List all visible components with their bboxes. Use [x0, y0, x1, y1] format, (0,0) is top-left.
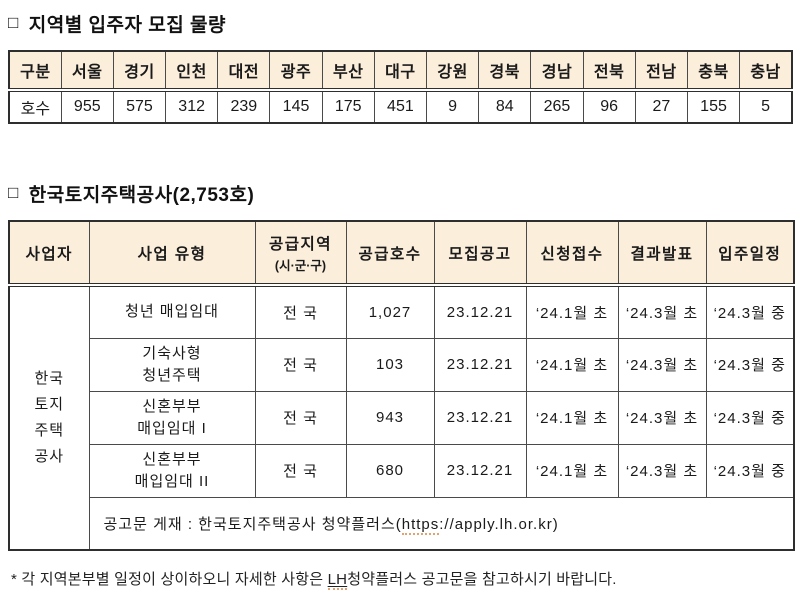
lh-row1-region: 전 국 [254, 284, 347, 339]
lh-notice-row: 공고문 게재 : 한국토지주택공사 청약플러스(https://apply.lh… [9, 496, 795, 551]
regional-value-incheon: 312 [165, 89, 219, 124]
lh-row2-notice: 23.12.21 [433, 337, 527, 392]
lh-row2-movein: ‘24.3월 중 [705, 337, 795, 392]
square-bullet-icon: □ [8, 12, 19, 32]
regional-header-busan: 부산 [321, 50, 375, 92]
regional-value-busan: 175 [321, 89, 375, 124]
regional-header-jeonnam: 전남 [634, 50, 688, 92]
regional-header-row: 구분 서울 경기 인천 대전 광주 부산 대구 강원 경북 경남 전북 전남 충… [8, 50, 793, 92]
regional-header-gyeongnam: 경남 [530, 50, 584, 92]
lh-row1-units: 1,027 [345, 284, 435, 339]
lh-notice-url-scheme: https [401, 515, 440, 535]
lh-header-movein: 입주일정 [705, 220, 795, 287]
lh-header-apply: 신청접수 [525, 220, 619, 287]
lh-row1-type: 청년 매입임대 [88, 284, 256, 339]
regional-header-gyeonggi: 경기 [112, 50, 167, 92]
lh-row3-movein: ‘24.3월 중 [705, 390, 795, 445]
lh-header-supply-region-line1: 공급지역 [268, 235, 333, 253]
regional-header-seoul: 서울 [60, 50, 114, 92]
lh-header-row: 사업자 사업 유형 공급지역 (시·군·구) 공급호수 모집공고 신청접수 결과… [8, 220, 795, 287]
lh-header-supply-region: 공급지역 (시·군·구) [254, 220, 347, 287]
lh-header-biz-type: 사업 유형 [88, 220, 256, 287]
regional-value-gwangju: 145 [269, 89, 323, 124]
regional-header-chungbuk: 충북 [686, 50, 741, 92]
regional-value-gyeongnam: 265 [530, 89, 584, 124]
footnote-suffix: 청약플러스 공고문을 참고하시기 바랍니다. [347, 571, 617, 588]
footnote: * 각 지역본부별 일정이 상이하오니 자세한 사항은 LH청약플러스 공고문을… [8, 568, 793, 590]
lh-row4-region: 전 국 [254, 443, 347, 498]
section-title-lh: □ 한국토지주택공사(2,753호) [8, 180, 793, 207]
lh-row2-result: ‘24.3월 초 [617, 337, 707, 392]
lh-row4-notice: 23.12.21 [433, 443, 527, 498]
lh-header-notice: 모집공고 [433, 220, 527, 287]
lh-row-youth-purchase: 한국 토지 주택 공사 청년 매입임대 전 국 1,027 23.12.21 ‘… [8, 284, 795, 551]
regional-header-gyeongbuk: 경북 [478, 50, 532, 92]
regional-value-gyeonggi: 575 [112, 89, 167, 124]
regional-value-gangwon: 9 [425, 89, 480, 124]
regional-header-gwangju: 광주 [269, 50, 323, 92]
lh-row2-units: 103 [345, 337, 435, 392]
regional-value-seoul: 955 [60, 89, 114, 124]
regional-header-jeonbuk: 전북 [582, 50, 636, 92]
regional-value-daejeon: 239 [217, 89, 271, 124]
regional-value-gyeongbuk: 84 [478, 89, 532, 124]
lh-header-result: 결과발표 [617, 220, 707, 287]
lh-row3-region: 전 국 [254, 390, 347, 445]
lh-row2-region: 전 국 [254, 337, 347, 392]
regional-value-chungbuk: 155 [686, 89, 741, 124]
regional-volume-table: 구분 서울 경기 인천 대전 광주 부산 대구 강원 경북 경남 전북 전남 충… [8, 50, 793, 124]
lh-header-provider: 사업자 [8, 220, 90, 287]
lh-header-supply-units: 공급호수 [345, 220, 435, 287]
lh-notice-text: 공고문 게재 : 한국토지주택공사 청약플러스( [103, 515, 402, 533]
section-title-regional-text: 지역별 입주자 모집 물량 [28, 15, 226, 36]
lh-row1-movein: ‘24.3월 중 [705, 284, 795, 339]
regional-header-gangwon: 강원 [425, 50, 480, 92]
regional-header-incheon: 인천 [165, 50, 219, 92]
regional-value-row: 호수 955 575 312 239 145 175 451 9 84 265 … [8, 89, 793, 124]
lh-row3-notice: 23.12.21 [433, 390, 527, 445]
lh-row3-result: ‘24.3월 초 [617, 390, 707, 445]
lh-row4-type: 신혼부부 매입임대 II [88, 443, 256, 498]
lh-row-newlywed-1: 신혼부부 매입임대 I 전 국 943 23.12.21 ‘24.1월 초 ‘2… [9, 390, 795, 445]
lh-row-dorm-youth: 기숙사형 청년주택 전 국 103 23.12.21 ‘24.1월 초 ‘24.… [9, 337, 795, 392]
lh-row2-type: 기숙사형 청년주택 [88, 337, 256, 392]
regional-row-label: 호수 [8, 89, 62, 124]
lh-row3-type: 신혼부부 매입임대 I [88, 390, 256, 445]
lh-row1-notice: 23.12.21 [433, 284, 527, 339]
lh-row-newlywed-2: 신혼부부 매입임대 II 전 국 680 23.12.21 ‘24.1월 초 ‘… [9, 443, 795, 498]
regional-value-jeonnam: 27 [634, 89, 688, 124]
regional-value-jeonbuk: 96 [582, 89, 636, 124]
lh-row4-units: 680 [345, 443, 435, 498]
lh-header-supply-region-line2: (시·군·구) [274, 258, 327, 273]
footnote-lh-highlight: LH [327, 571, 348, 590]
lh-notice-cell: 공고문 게재 : 한국토지주택공사 청약플러스(https://apply.lh… [88, 496, 795, 551]
regional-value-chungnam: 5 [739, 89, 793, 124]
lh-row3-units: 943 [345, 390, 435, 445]
regional-header-chungnam: 충남 [739, 50, 793, 92]
lh-row4-movein: ‘24.3월 중 [705, 443, 795, 498]
lh-row4-result: ‘24.3월 초 [617, 443, 707, 498]
regional-header-daejeon: 대전 [217, 50, 271, 92]
lh-provider-cell: 한국 토지 주택 공사 [8, 284, 90, 551]
section-title-lh-text: 한국토지주택공사(2,753호) [28, 185, 255, 206]
footnote-prefix: * 각 지역본부별 일정이 상이하오니 자세한 사항은 [11, 571, 328, 588]
regional-header-gubun: 구분 [8, 50, 62, 92]
lh-notice-url-rest: ://apply.lh.or.kr) [439, 515, 559, 533]
lh-schedule-table: 사업자 사업 유형 공급지역 (시·군·구) 공급호수 모집공고 신청접수 결과… [8, 220, 795, 551]
lh-row4-apply: ‘24.1월 초 [525, 443, 619, 498]
section-title-regional: □ 지역별 입주자 모집 물량 [8, 10, 793, 37]
lh-row3-apply: ‘24.1월 초 [525, 390, 619, 445]
lh-row2-apply: ‘24.1월 초 [525, 337, 619, 392]
lh-row1-apply: ‘24.1월 초 [525, 284, 619, 339]
lh-row1-result: ‘24.3월 초 [617, 284, 707, 339]
square-bullet-icon: □ [8, 182, 19, 202]
regional-value-daegu: 451 [373, 89, 428, 124]
regional-header-daegu: 대구 [373, 50, 428, 92]
